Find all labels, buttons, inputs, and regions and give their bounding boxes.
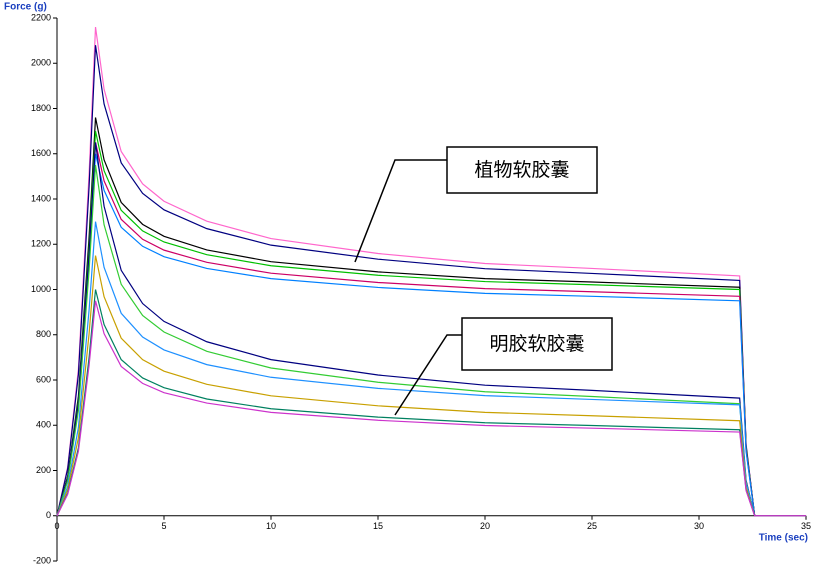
annotation-text: 明胶软胶囊 <box>489 333 584 355</box>
y-tick-label: 400 <box>36 420 51 430</box>
x-tick-label: 35 <box>801 521 811 531</box>
x-tick-label: 0 <box>54 521 59 531</box>
x-tick-label: 25 <box>587 521 597 531</box>
x-axis-label: Time (sec) <box>759 533 808 544</box>
y-tick-label: 2200 <box>31 12 51 22</box>
y-tick-label: 1600 <box>31 148 51 158</box>
series-line <box>56 300 806 517</box>
y-tick-label: 1800 <box>31 103 51 113</box>
x-tick-label: 30 <box>694 521 704 531</box>
plot-area: -200020040060080010001200140016001800200… <box>31 12 811 565</box>
y-tick-label: 0 <box>46 510 51 520</box>
series-line <box>56 142 806 517</box>
x-tick-label: 15 <box>373 521 383 531</box>
y-tick-label: 600 <box>36 374 51 384</box>
y-tick-label: 2000 <box>31 58 51 68</box>
series-line <box>56 255 806 517</box>
y-tick-label: 200 <box>36 465 51 475</box>
leader-line <box>394 334 462 416</box>
annotation-text: 植物软胶囊 <box>474 159 569 181</box>
series-line <box>56 45 806 517</box>
y-tick-label: 1200 <box>31 239 51 249</box>
x-tick-label: 10 <box>266 521 276 531</box>
series-line <box>56 142 806 517</box>
y-tick-label: 800 <box>36 329 51 339</box>
annotation-box <box>461 317 613 371</box>
y-axis-label: Force (g) <box>4 2 47 13</box>
leader-line <box>354 159 447 263</box>
annotation-box <box>446 146 598 194</box>
series-line <box>56 221 806 517</box>
annotation: 植物软胶囊 <box>354 146 598 263</box>
y-tick-label: 1000 <box>31 284 51 294</box>
x-tick-label: 5 <box>161 521 166 531</box>
series-line <box>56 26 806 517</box>
x-tick-label: 20 <box>480 521 490 531</box>
y-tick-label: -200 <box>33 555 51 565</box>
series-line <box>56 117 806 517</box>
series-line <box>56 164 806 517</box>
annotation: 明胶软胶囊 <box>394 317 613 416</box>
y-tick-label: 1400 <box>31 193 51 203</box>
